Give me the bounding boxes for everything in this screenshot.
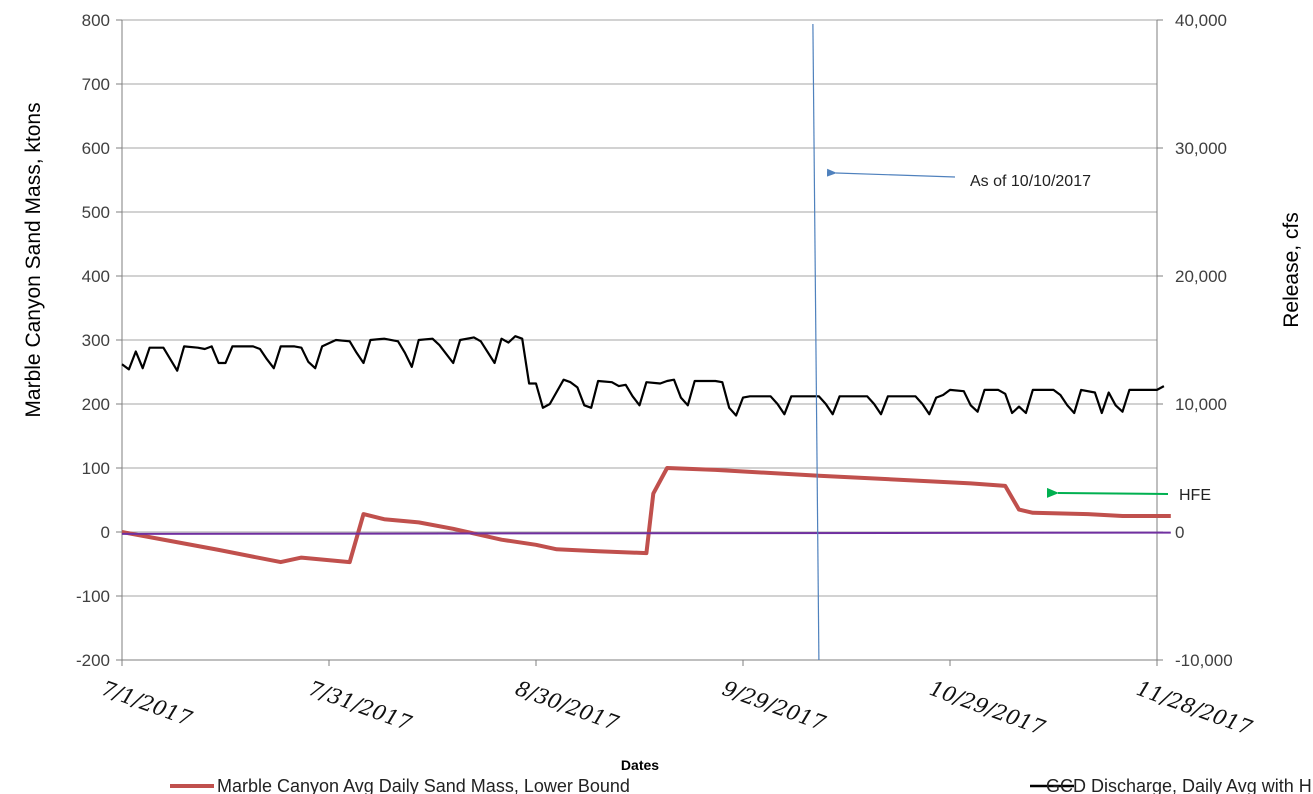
left-tick-label: 600	[82, 139, 110, 158]
left-tick-label: -200	[76, 651, 110, 670]
x-tick-label: 9/29/2017	[719, 676, 829, 736]
left-tick-label: -100	[76, 587, 110, 606]
axes	[116, 19, 1163, 666]
legend-label-1: GCD Discharge, Daily Avg with HFE	[1046, 776, 1313, 794]
x-tick-label: 11/28/2017	[1133, 676, 1256, 740]
as-of-vertical-line	[812, 23, 820, 661]
x-tick-label: 10/29/2017	[926, 676, 1049, 740]
left-tick-label: 100	[82, 459, 110, 478]
axis-labels: -200 -100 0 100 200 300 400 500 600 700 800 -10,000…	[22, 11, 1303, 773]
hfe-label: HFE	[1179, 487, 1211, 504]
left-tick-label: 0	[101, 523, 110, 542]
left-tick-label: 800	[82, 11, 110, 30]
x-axis-title: Dates	[621, 757, 659, 773]
right-tick-label: -10,000	[1175, 651, 1233, 670]
series-lines	[121, 335, 1171, 565]
right-axis-title: Release, cfs	[1280, 212, 1303, 328]
x-tick-label: 7/31/2017	[305, 676, 415, 736]
right-tick-label: 10,000	[1175, 395, 1227, 414]
series-line-0	[121, 466, 1171, 565]
hfe-arrow	[1046, 487, 1169, 498]
x-tick-label: 7/1/2017	[98, 676, 195, 731]
left-tick-label: 700	[82, 75, 110, 94]
as-of-label: As of 10/10/2017	[970, 173, 1091, 190]
left-tick-label: 200	[82, 395, 110, 414]
gridlines	[122, 19, 1157, 661]
series-line-1	[121, 335, 1165, 417]
right-tick-label: 30,000	[1175, 139, 1227, 158]
as-of-arrow	[826, 168, 956, 178]
left-tick-label: 500	[82, 203, 110, 222]
left-axis-title: Marble Canyon Sand Mass, ktons	[22, 102, 45, 417]
left-tick-label: 300	[82, 331, 110, 350]
right-tick-label: 0	[1175, 523, 1184, 542]
right-tick-label: 20,000	[1175, 267, 1227, 286]
series-line-2	[121, 531, 1171, 535]
legend: Marble Canyon Avg Daily Sand Mass, Lower…	[170, 776, 1313, 794]
right-tick-label: 40,000	[1175, 11, 1227, 30]
x-tick-label: 8/30/2017	[512, 676, 622, 736]
legend-label-0: Marble Canyon Avg Daily Sand Mass, Lower…	[217, 776, 630, 794]
annotations: As of 10/10/2017 HFE	[812, 23, 1211, 661]
left-tick-label: 400	[82, 267, 110, 286]
